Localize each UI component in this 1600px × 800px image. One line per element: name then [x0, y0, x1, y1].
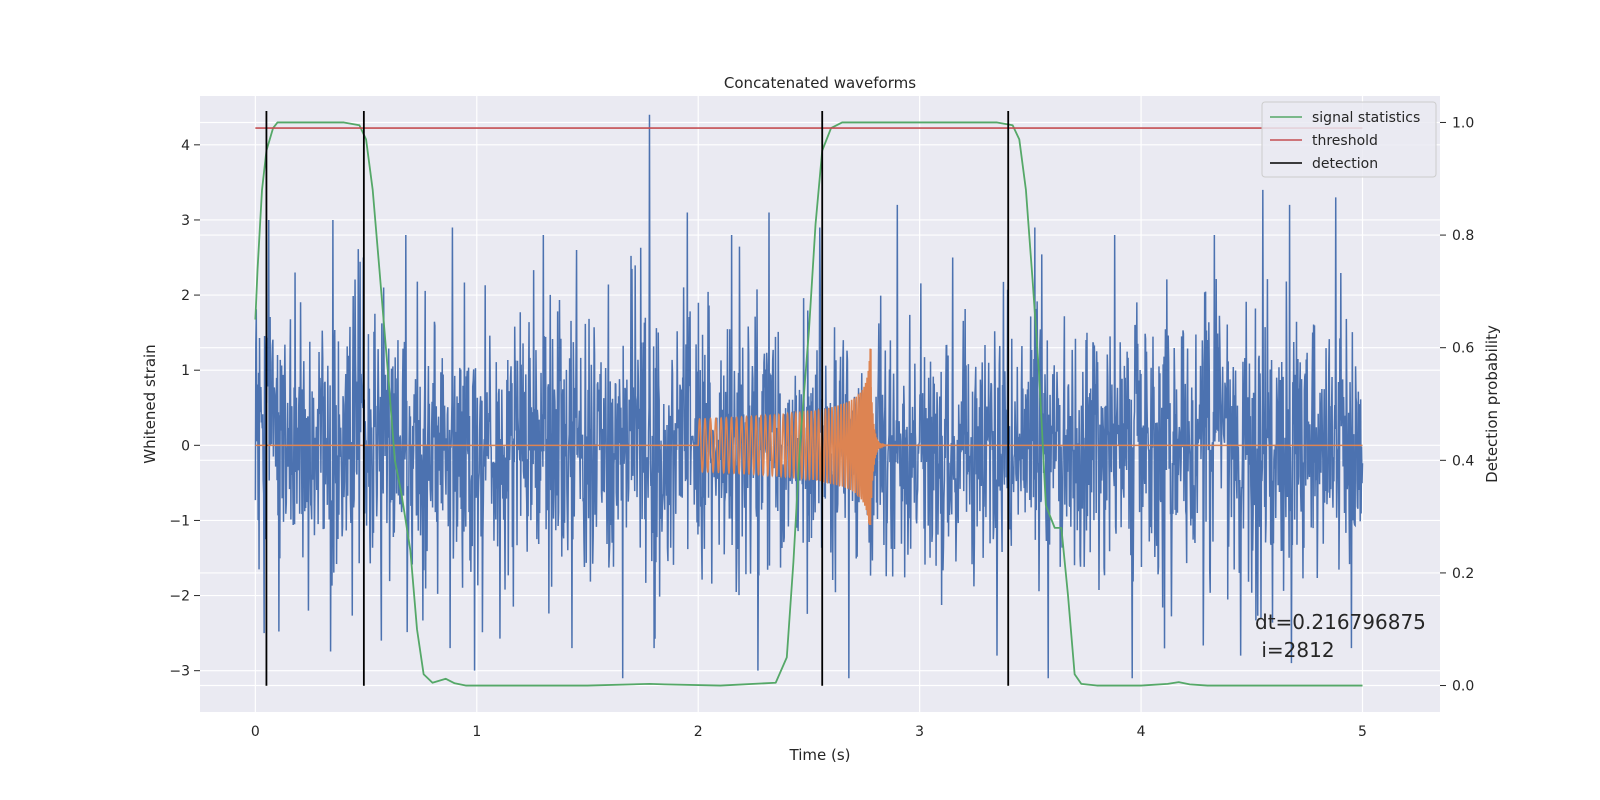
y2-tick-label: 0.8	[1452, 228, 1474, 244]
x-axis-label: Time (s)	[789, 746, 851, 764]
axes-layer: 0 1 2 3 4 5 −3 −2 −1 0 1 2 3 4 0.0 0.2 0.4 0.6 0.8 1.0	[169, 115, 1474, 740]
y2-axis-label: Detection probability	[1483, 325, 1501, 483]
y2-tick-label: 1.0	[1452, 115, 1474, 131]
x-tick-label: 5	[1358, 724, 1367, 740]
legend-label-signal-statistics: signal statistics	[1312, 110, 1420, 126]
legend: signal statistics threshold detection	[1261, 101, 1437, 178]
annotation-i: i=2812	[1255, 638, 1335, 662]
data-layer	[254, 111, 1364, 687]
y-tick-label: 2	[181, 288, 190, 304]
y-tick-label: −1	[169, 513, 190, 529]
y-tick-label: 4	[181, 138, 190, 154]
chart-title: Concatenated waveforms	[724, 74, 916, 92]
y2-tick-label: 0.0	[1452, 679, 1474, 695]
signal-statistics-line	[254, 121, 1363, 687]
legend-box	[1261, 101, 1437, 178]
y-tick-label: −3	[169, 664, 190, 680]
x-tick-label: 4	[1137, 724, 1146, 740]
y2-tick-label: 0.2	[1452, 566, 1474, 582]
annotation: dt=0.216796875 i=2812	[1255, 610, 1426, 662]
y-axis-label: Whitened strain	[141, 344, 159, 463]
x-tick-label: 3	[915, 724, 924, 740]
y-tick-label: 1	[181, 363, 190, 379]
legend-label-threshold: threshold	[1312, 133, 1378, 149]
x-tick-label: 1	[472, 724, 481, 740]
annotation-dt: dt=0.216796875	[1255, 610, 1426, 634]
y-tick-label: 3	[181, 213, 190, 229]
legend-label-detection: detection	[1312, 156, 1378, 172]
injected-signal-line	[255, 348, 1363, 525]
x-tick-label: 2	[694, 724, 703, 740]
x-tick-label: 0	[251, 724, 260, 740]
y2-tick-label: 0.4	[1452, 453, 1474, 469]
y-tick-label: −2	[169, 589, 190, 605]
y2-tick-label: 0.6	[1452, 341, 1474, 357]
y-tick-label: 0	[181, 438, 190, 454]
